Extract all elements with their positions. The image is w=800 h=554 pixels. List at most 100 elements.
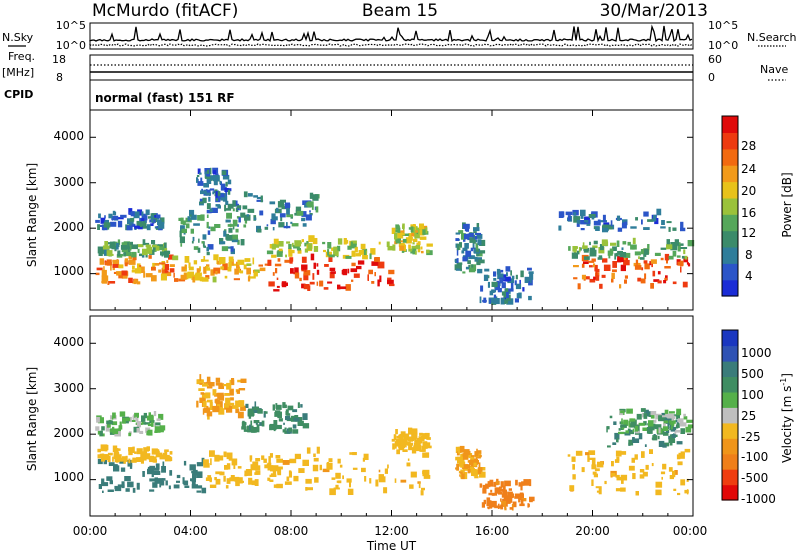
data-cell <box>392 443 395 450</box>
data-cell <box>151 473 154 478</box>
data-cell <box>356 265 362 270</box>
data-cell <box>387 279 394 284</box>
data-cell <box>468 255 475 260</box>
data-cell <box>128 254 133 259</box>
data-cell <box>415 432 418 439</box>
data-cell <box>107 281 110 285</box>
data-cell <box>259 422 264 426</box>
data-cell <box>254 479 259 486</box>
data-cell <box>362 255 368 260</box>
data-cell <box>160 251 165 256</box>
data-cell <box>337 458 341 464</box>
velocity-label-main: Velocity <box>780 416 794 463</box>
data-cell <box>129 259 136 265</box>
data-cell <box>648 426 655 431</box>
data-cell <box>670 426 677 432</box>
data-cell <box>473 462 477 467</box>
freq-label: Freq. <box>8 50 35 63</box>
data-cell <box>642 427 648 431</box>
data-cell <box>276 285 280 288</box>
data-cell <box>595 271 598 277</box>
data-cell <box>612 246 617 251</box>
data-cell <box>491 281 498 287</box>
data-cell <box>477 467 482 474</box>
data-cell <box>212 175 220 182</box>
data-cell <box>179 230 182 238</box>
data-cell <box>153 411 157 417</box>
data-cell <box>142 239 146 246</box>
data-cell <box>190 214 197 220</box>
data-cell <box>227 224 235 227</box>
data-cell <box>297 420 304 426</box>
data-cell <box>182 220 186 225</box>
data-cell <box>577 250 580 255</box>
data-cell <box>113 465 120 472</box>
data-cell <box>127 481 134 488</box>
data-cell <box>164 250 169 258</box>
data-cell <box>630 418 636 422</box>
data-cell <box>190 228 194 234</box>
data-cell <box>151 421 154 427</box>
data-cell <box>650 283 654 289</box>
data-cell <box>576 223 580 227</box>
data-cell <box>206 221 209 229</box>
colorbar-swatch <box>722 230 738 248</box>
data-cell <box>459 471 463 474</box>
data-cell <box>410 471 417 478</box>
power-cbar-tick: 20 <box>741 184 756 198</box>
data-cell <box>212 191 214 195</box>
data-cell <box>483 499 486 505</box>
data-cell <box>484 268 490 272</box>
data-cell <box>131 244 138 250</box>
data-cell <box>225 397 231 405</box>
data-cell <box>459 263 462 269</box>
data-cell <box>641 451 645 458</box>
data-cell <box>200 190 207 195</box>
colorbar-swatch <box>722 197 738 215</box>
data-cell <box>527 267 532 271</box>
data-cell <box>201 188 203 192</box>
data-cell <box>286 214 294 218</box>
data-cell <box>149 465 155 470</box>
data-cell <box>623 259 630 266</box>
data-cell <box>413 445 419 450</box>
data-cell <box>622 219 625 223</box>
data-cell <box>209 175 214 180</box>
data-cell <box>589 278 596 283</box>
data-cell <box>312 464 319 472</box>
noise-tick-right-top: 10^5 <box>708 19 738 32</box>
data-cell <box>266 250 274 255</box>
data-cell <box>411 447 417 454</box>
data-cell <box>642 471 648 477</box>
data-cell <box>581 467 585 473</box>
data-cell <box>596 490 601 493</box>
data-cell <box>672 227 677 231</box>
data-cell <box>571 252 578 259</box>
data-cell <box>458 246 461 250</box>
data-cell <box>290 249 295 254</box>
data-cell <box>120 245 128 250</box>
freq-tick-top: 18 <box>52 53 66 66</box>
data-cell <box>154 426 161 433</box>
data-cell <box>347 268 350 274</box>
data-cell <box>606 426 608 433</box>
data-cell <box>161 466 166 473</box>
data-cell <box>128 208 133 215</box>
data-cell <box>160 273 167 281</box>
data-cell <box>345 255 352 259</box>
data-cell <box>139 265 142 267</box>
colorbar-swatch <box>722 469 738 486</box>
data-cell <box>117 217 124 220</box>
data-cell <box>272 227 275 231</box>
noise-tick-left-top: 10^5 <box>56 19 86 32</box>
data-cell <box>271 254 277 258</box>
data-cell <box>617 255 624 263</box>
colorbar-swatch <box>722 263 738 281</box>
data-cell <box>180 225 185 231</box>
data-cell <box>620 451 627 455</box>
data-cell <box>141 421 144 425</box>
data-cell <box>671 425 673 430</box>
data-cell <box>353 273 360 278</box>
data-cell <box>272 465 279 472</box>
data-cell <box>139 253 144 257</box>
